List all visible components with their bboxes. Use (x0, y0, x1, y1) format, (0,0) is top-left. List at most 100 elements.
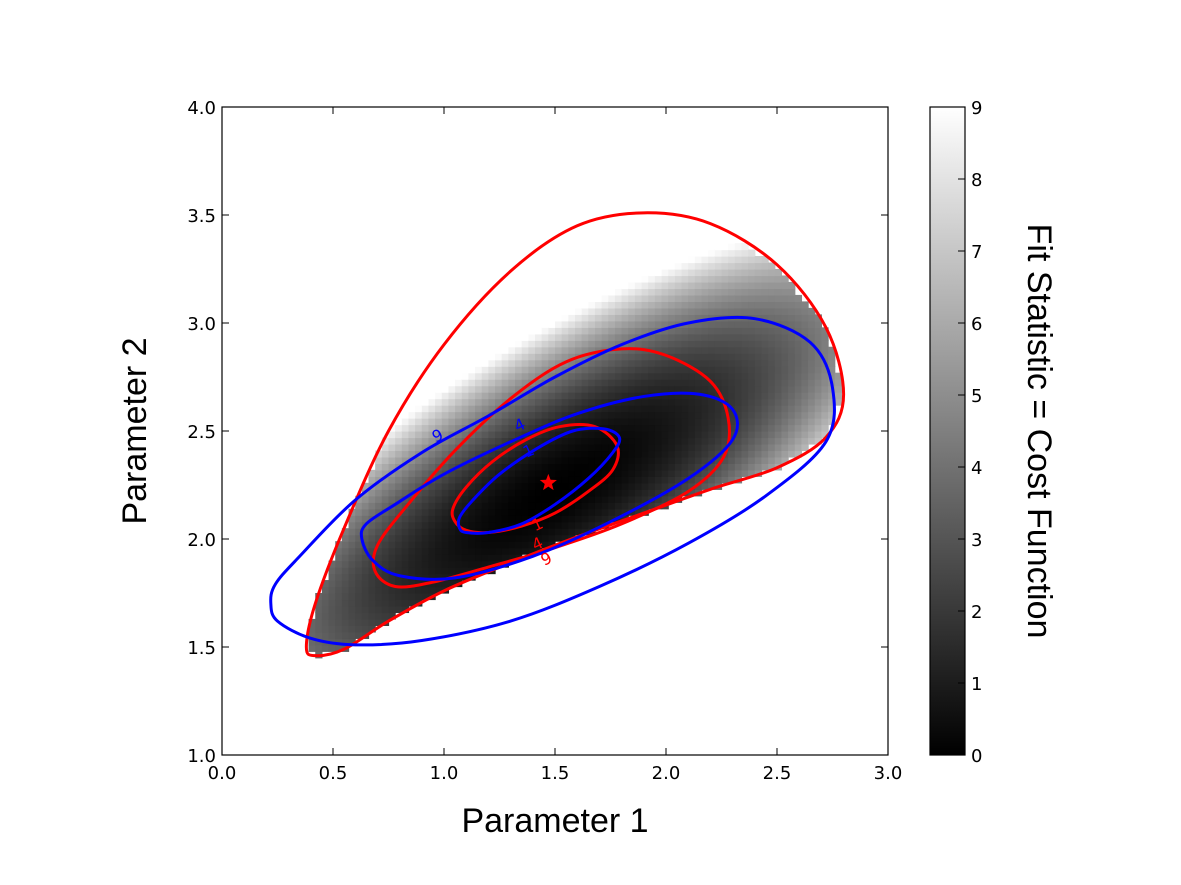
heatmap-cell (501, 521, 509, 529)
heatmap-cell (688, 256, 696, 264)
heatmap-cell (801, 405, 809, 413)
heatmap-cell (668, 288, 676, 296)
heatmap-cell (381, 560, 390, 568)
heatmap-cell (708, 223, 716, 231)
heatmap-cell (601, 405, 609, 413)
heatmap-cell (375, 450, 383, 458)
heatmap-cell (448, 528, 456, 536)
heatmap-cell (541, 320, 549, 328)
heatmap-cell (661, 482, 669, 490)
heatmap-cell (648, 379, 656, 387)
heatmap-cell (614, 301, 623, 309)
heatmap-cell (501, 405, 509, 413)
heatmap-cell (388, 508, 396, 516)
heatmap-cell (828, 359, 836, 367)
heatmap-cell (501, 476, 509, 484)
heatmap-cell (435, 424, 443, 432)
heatmap-cell (661, 495, 669, 503)
heatmap-cell (501, 353, 509, 361)
heatmap-cell (521, 366, 529, 374)
heatmap-cell (754, 372, 763, 380)
heatmap-cell (481, 489, 489, 497)
heatmap-cell (435, 521, 443, 529)
heatmap-cell (561, 294, 569, 302)
heatmap-cell (355, 625, 363, 633)
heatmap-cell (495, 521, 503, 529)
heatmap-cell (495, 411, 503, 419)
heatmap-cell (561, 424, 569, 432)
heatmap-cell (561, 476, 569, 484)
heatmap-cell (608, 340, 616, 348)
heatmap-cell (501, 528, 509, 536)
heatmap-cell (728, 340, 736, 348)
heatmap-cell (421, 385, 430, 393)
heatmap-cell (415, 424, 423, 432)
heatmap-cell (641, 372, 649, 380)
heatmap-cell (421, 508, 430, 516)
heatmap-cell (581, 482, 589, 490)
heatmap-cell (375, 482, 383, 490)
heatmap-cell (814, 314, 822, 322)
heatmap-cell (561, 372, 569, 380)
heatmap-cell (734, 307, 743, 315)
colorbar-gradient (930, 107, 965, 755)
heatmap-cell (654, 359, 663, 367)
heatmap-cell (448, 418, 456, 426)
heatmap-cell (588, 359, 596, 367)
heatmap-cell (361, 482, 370, 490)
heatmap-cell (614, 405, 623, 413)
heatmap-cell (428, 515, 436, 523)
blue-contour-level-9 (269, 315, 836, 647)
heatmap-cell (668, 307, 676, 315)
heatmap-cell (601, 372, 609, 380)
heatmap-cell (341, 541, 350, 549)
heatmap-cell (515, 275, 523, 283)
heatmap-cell (481, 495, 489, 503)
heatmap-cell (574, 320, 583, 328)
heatmap-cell (468, 463, 476, 471)
heatmap-cell (768, 262, 776, 270)
heatmap-cell (574, 528, 583, 536)
heatmap-cell (654, 217, 663, 225)
heatmap-cell (541, 450, 549, 458)
heatmap-cell (561, 301, 569, 309)
heatmap-cell (621, 275, 629, 283)
heatmap-cell (641, 281, 649, 290)
heatmap-cell (561, 281, 569, 290)
heatmap-cell (388, 437, 396, 445)
heatmap-cell (448, 463, 456, 471)
heatmap-cell (621, 379, 629, 387)
heatmap-cell (648, 256, 656, 264)
heatmap-cell (421, 541, 430, 549)
heatmap-cell (475, 515, 483, 523)
heatmap-cell (701, 424, 709, 432)
heatmap-cell (528, 437, 536, 445)
heatmap-cell (421, 476, 430, 484)
heatmap-cell (428, 405, 436, 413)
heatmap-cell (814, 379, 822, 387)
heatmap-cell (441, 385, 450, 393)
heatmap-cell (401, 443, 410, 452)
heatmap-cell (608, 482, 616, 490)
heatmap-cell (481, 314, 489, 322)
heatmap-cell (588, 256, 596, 264)
heatmap-cell (428, 495, 436, 503)
heatmap-cell (754, 333, 763, 341)
heatmap-cell (788, 411, 796, 419)
heatmap-cell (355, 599, 363, 607)
heatmap-cell (748, 431, 756, 439)
heatmap-cell (628, 463, 636, 471)
heatmap-cell (688, 469, 696, 477)
heatmap-cell (654, 385, 663, 393)
heatmap-cell (428, 508, 436, 516)
heatmap-cell (701, 340, 709, 348)
heatmap-cell (535, 307, 543, 315)
heatmap-cell (834, 379, 842, 387)
heatmap-cell (621, 469, 629, 477)
heatmap-cell (614, 288, 623, 296)
heatmap-cell (508, 418, 516, 426)
heatmap-cell (395, 515, 403, 523)
heatmap-cell (375, 521, 383, 529)
heatmap-cell (508, 463, 516, 471)
heatmap-cell (455, 476, 463, 484)
